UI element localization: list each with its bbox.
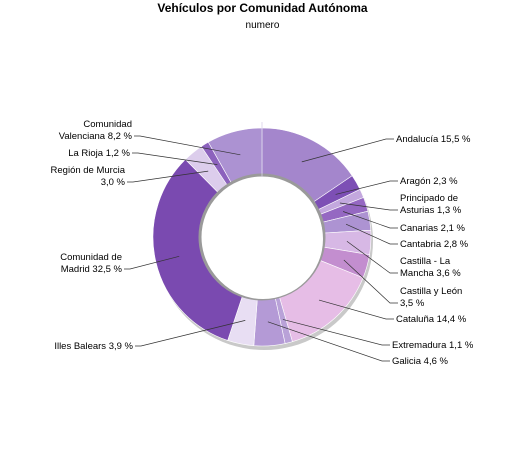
slice-label-illes-balears: Illes Balears 3,9 % [54,341,133,352]
slice-label-cataluna: Cataluña 14,4 % [396,314,467,325]
leader-line-andalucia [301,138,394,163]
leader-line-castilla-y-leon [343,259,398,304]
leader-line-galicia [267,321,390,362]
leader-line-cantabria [345,223,398,245]
slice-label-andalucia: Andalucía 15,5 % [396,134,471,145]
slice-label-canarias: Canarias 2,1 % [400,223,466,234]
slice-label-comunidad-valenciana: Comunidad Valenciana 8,2 % [59,119,133,142]
leader-line-canarias [342,211,398,229]
slice-label-cantabria: Cantabria 2,8 % [400,239,469,250]
slice-label-region-de-murcia: Región de Murcia 3,0 % [51,165,126,188]
slice-label-castilla-y-leon: Castilla y León 3,5 % [400,286,462,309]
slice-label-la-rioja: La Rioja 1,2 % [68,148,130,159]
leader-line-principado-de-asturias [339,202,398,211]
leader-line-extremadura [282,319,390,346]
leader-line-comunidad-valenciana [134,135,241,156]
slice-label-principado-de-asturias: Principado de Asturias 1,3 % [400,193,462,216]
leader-line-region-de-murcia [127,170,209,183]
leader-line-comunidad-de-madrid [124,255,180,270]
slices-layer [152,127,373,350]
chart-title: Vehículos por Comunidad Autónoma [157,1,368,15]
leader-line-aragon [335,180,398,195]
leader-line-castilla-la-mancha [346,240,398,274]
slice-label-comunidad-de-madrid: Comunidad de Madrid 32,5 % [60,252,122,275]
leader-line-illes-balears [135,320,246,347]
donut-hole-inner [203,179,323,299]
leader-lines-layer [124,122,398,362]
slice-label-aragon: Aragón 2,3 % [400,176,458,187]
slice-label-extremadura: Extremadura 1,1 % [392,340,474,351]
labels-layer: Andalucía 15,5 % Aragón 2,3 % Principado d… [51,119,474,367]
leader-line-la-rioja [132,152,218,165]
slice-label-castilla-la-mancha: Castilla - La Mancha 3,6 % [400,256,461,279]
leader-line-cataluna [318,299,394,320]
chart-subtitle: numero [245,20,280,31]
slice-label-galicia: Galicia 4,6 % [392,356,449,367]
